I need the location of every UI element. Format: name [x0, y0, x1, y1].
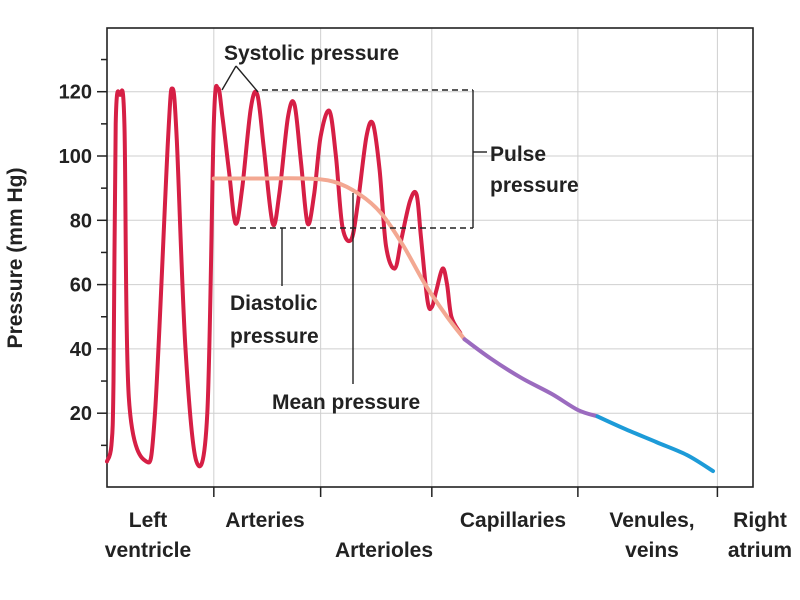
plot-frame — [106, 27, 754, 488]
series-line-mean — [211, 176, 467, 342]
x-category-label: Arteries — [225, 509, 304, 532]
pulse-label-2: pressure — [490, 174, 579, 197]
series — [105, 83, 715, 474]
x-category-label: veins — [625, 539, 679, 562]
y-tick-label: 20 — [70, 403, 92, 425]
x-category-label: Left — [129, 509, 168, 532]
y-tick-label: 80 — [70, 210, 92, 232]
x-category-label: ventricle — [105, 539, 191, 562]
y-axis-label: Pressure (mm Hg) — [4, 168, 27, 349]
y-tick-label: 100 — [59, 146, 92, 168]
x-category-label: Arterioles — [335, 539, 433, 562]
y-tick-label: 60 — [70, 275, 92, 297]
annotation-leaders — [221, 65, 487, 384]
systolic-label: Systolic pressure — [224, 42, 399, 65]
series-line-capillaries — [462, 337, 600, 419]
y-tick-label: 120 — [59, 82, 92, 104]
axis-ticks: 20 40 60 80 100 120 — [59, 58, 719, 497]
x-category-label: Right — [733, 509, 787, 532]
diastolic-label-2: pressure — [230, 325, 319, 348]
labels: Pressure (mm Hg) Systolic pressure Pulse… — [4, 42, 579, 414]
series-line-pulsatile — [105, 83, 463, 469]
mean-label: Mean pressure — [272, 391, 420, 414]
systolic-leader-1 — [221, 65, 237, 91]
diastolic-label: Diastolic — [230, 292, 318, 315]
x-category-label: Venules, — [609, 509, 694, 532]
systolic-leader-2 — [235, 65, 259, 93]
grid — [107, 28, 753, 487]
pulse-label: Pulse — [490, 143, 546, 166]
y-tick-label: 40 — [70, 339, 92, 361]
x-category-labels: Left ventricle Arteries Arterioles Capillari… — [105, 509, 792, 562]
x-category-label: atrium — [728, 539, 792, 562]
x-category-label: Capillaries — [460, 509, 566, 532]
series-line-venous — [595, 414, 715, 474]
